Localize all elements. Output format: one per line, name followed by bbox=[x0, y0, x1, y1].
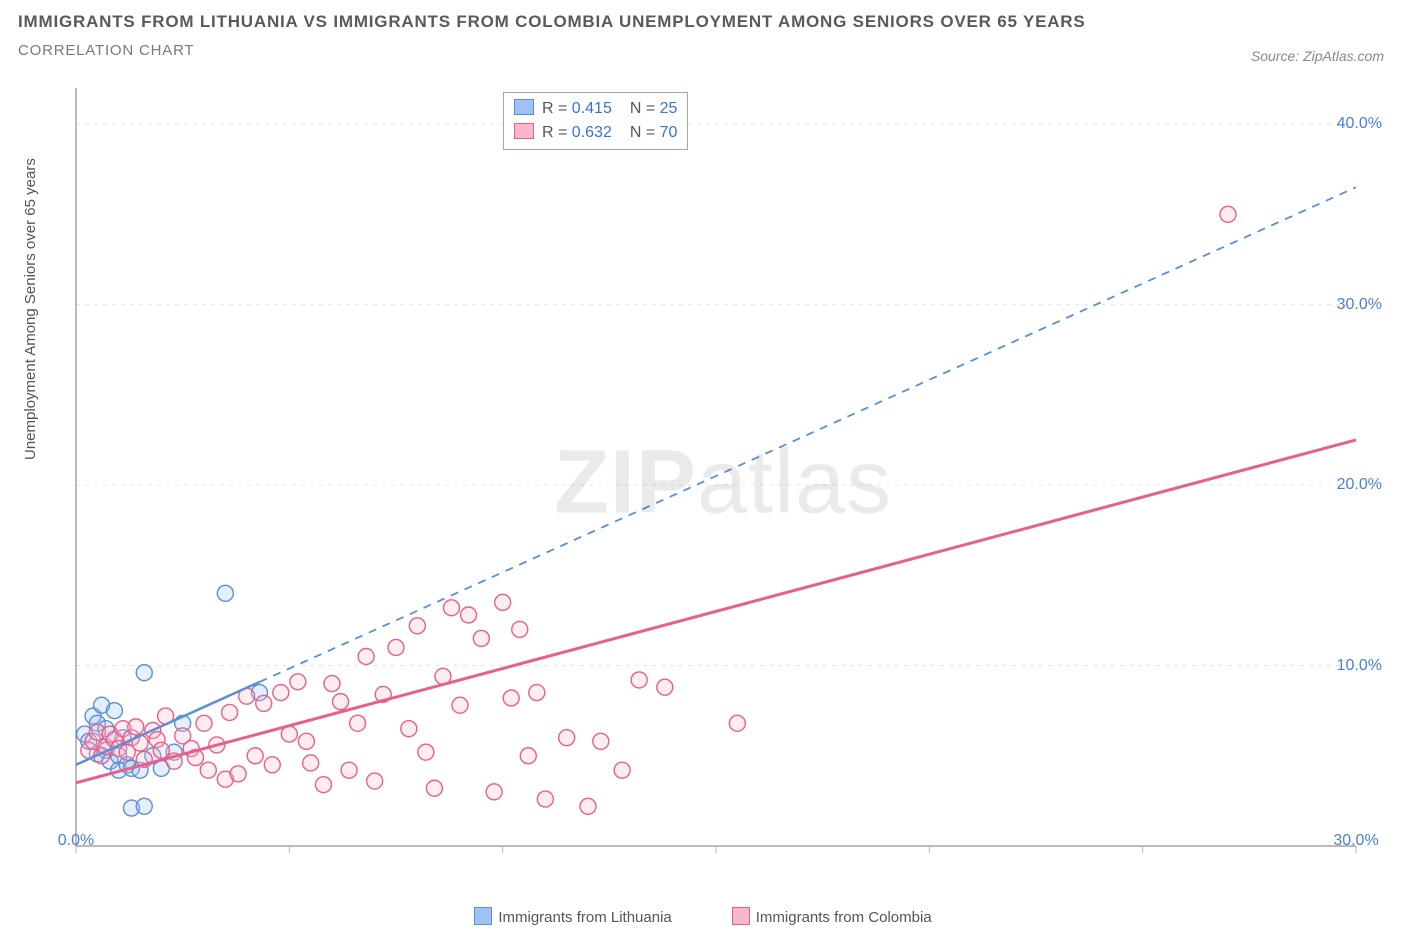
y-tick-label: 10.0% bbox=[1337, 657, 1382, 675]
legend-swatch bbox=[474, 907, 492, 925]
y-axis-label: Unemployment Among Seniors over 65 years bbox=[22, 158, 39, 460]
y-tick-label: 20.0% bbox=[1337, 476, 1382, 494]
legend-item: Immigrants from Lithuania bbox=[474, 909, 671, 926]
stat-n-label: N = bbox=[630, 124, 660, 141]
x-tick-label: 0.0% bbox=[58, 832, 94, 850]
chart-title: IMMIGRANTS FROM LITHUANIA VS IMMIGRANTS … bbox=[18, 12, 1086, 32]
stats-row: R = 0.632 N = 70 bbox=[514, 121, 677, 145]
legend-item: Immigrants from Colombia bbox=[732, 909, 932, 926]
scatter-chart bbox=[58, 88, 1388, 878]
legend-label: Immigrants from Lithuania bbox=[498, 909, 671, 926]
stats-legend-box: R = 0.415 N = 25 R = 0.632 N = 70 bbox=[503, 92, 688, 150]
stat-r-label: R = bbox=[542, 124, 572, 141]
legend-swatch bbox=[514, 99, 534, 115]
chart-subtitle: CORRELATION CHART bbox=[18, 42, 1086, 59]
y-tick-label: 30.0% bbox=[1337, 296, 1382, 314]
x-tick-label: 30.0% bbox=[1333, 832, 1378, 850]
legend-swatch bbox=[514, 123, 534, 139]
stat-r-value: 0.415 bbox=[572, 100, 612, 117]
stat-n-label: N = bbox=[630, 100, 660, 117]
stats-row: R = 0.415 N = 25 bbox=[514, 97, 677, 121]
source-attribution: Source: ZipAtlas.com bbox=[1251, 48, 1384, 64]
bottom-legend: Immigrants from Lithuania Immigrants from… bbox=[0, 907, 1406, 926]
stat-n-value: 25 bbox=[660, 100, 678, 117]
chart-area: ZIPatlas 10.0%20.0%30.0%40.0% 0.0%30.0% … bbox=[58, 88, 1388, 878]
title-block: IMMIGRANTS FROM LITHUANIA VS IMMIGRANTS … bbox=[18, 12, 1086, 59]
stat-r-label: R = bbox=[542, 100, 572, 117]
y-tick-label: 40.0% bbox=[1337, 115, 1382, 133]
legend-swatch bbox=[732, 907, 750, 925]
legend-label: Immigrants from Colombia bbox=[756, 909, 932, 926]
stat-n-value: 70 bbox=[660, 124, 678, 141]
stat-r-value: 0.632 bbox=[572, 124, 612, 141]
y-axis-label-text: Unemployment Among Seniors over 65 years bbox=[22, 158, 39, 460]
